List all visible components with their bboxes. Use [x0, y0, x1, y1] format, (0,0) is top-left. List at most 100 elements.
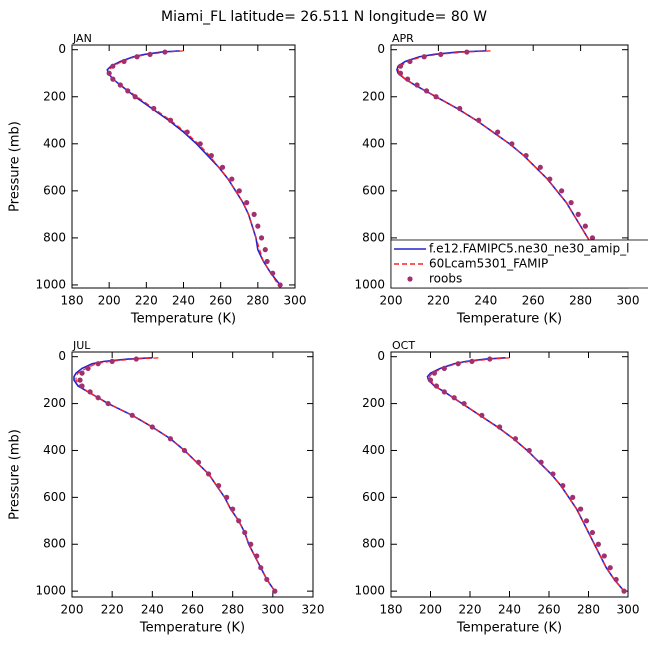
data-point: [397, 63, 404, 69]
data-point: [512, 436, 519, 442]
data-point: [106, 70, 112, 76]
x-tick-label: 240: [172, 294, 195, 308]
y-tick-label: 1000: [35, 584, 66, 598]
data-point: [184, 129, 190, 135]
y-tick-label: 800: [362, 537, 385, 551]
data-point: [167, 436, 174, 442]
x-tick-label: 320: [302, 603, 325, 617]
data-point: [559, 188, 565, 194]
panel-title: OCT: [392, 339, 415, 352]
data-point: [264, 258, 270, 265]
data-point: [272, 588, 278, 594]
x-tick-label: 300: [261, 603, 284, 617]
data-point: [77, 377, 83, 383]
x-tick-label: 200: [380, 294, 403, 308]
y-tick-label: 600: [43, 183, 66, 197]
data-point: [397, 70, 404, 76]
data-point: [404, 76, 411, 82]
page-title: Miami_FL latitude= 26.511 N longitude= 8…: [161, 9, 487, 25]
x-tick-label: 200: [419, 603, 442, 617]
data-point: [262, 247, 268, 253]
data-point: [236, 518, 242, 524]
legend-box: [390, 239, 648, 289]
data-point: [421, 54, 427, 60]
data-point: [407, 58, 413, 65]
x-tick-label: 240: [141, 603, 164, 617]
data-point: [270, 270, 276, 276]
panel-title: JAN: [72, 32, 92, 45]
data-point: [117, 82, 123, 88]
y-tick-label: 200: [43, 89, 66, 103]
plot-area: [106, 49, 283, 288]
data-point: [464, 49, 470, 55]
panel-title: APR: [392, 32, 414, 45]
data-point: [583, 518, 590, 524]
data-point: [229, 176, 235, 182]
y-axis-label: Pressure (mb): [8, 121, 23, 212]
data-point: [147, 51, 153, 58]
y-tick-label: 800: [43, 537, 66, 551]
data-point: [538, 459, 544, 465]
x-tick-label: 280: [246, 294, 269, 308]
x-tick-label: 260: [181, 603, 204, 617]
y-tick-label: 200: [362, 396, 385, 410]
data-point: [195, 459, 202, 465]
data-point: [607, 565, 613, 571]
y-axis-label: Pressure (mb): [8, 429, 23, 520]
y-tick-label: 400: [362, 136, 385, 150]
data-point: [441, 365, 447, 372]
data-point: [79, 370, 85, 376]
data-line: [397, 50, 617, 286]
y-tick-label: 400: [43, 443, 66, 457]
y-tick-label: 200: [43, 396, 66, 410]
data-point: [264, 576, 270, 583]
data-point: [277, 282, 283, 288]
x-tick-label: 220: [101, 603, 124, 617]
data-point: [132, 94, 138, 100]
data-point: [487, 356, 493, 362]
data-point: [438, 51, 444, 58]
legend-label: roobs: [429, 272, 462, 286]
data-point: [441, 389, 447, 395]
data-point: [244, 200, 250, 206]
data-point: [423, 88, 430, 94]
data-point: [95, 395, 101, 401]
data-point: [451, 395, 457, 401]
data-point: [219, 164, 226, 170]
x-tick-label: 280: [221, 603, 244, 617]
data-point: [461, 400, 467, 407]
x-axis-label: Temperature (K): [456, 312, 562, 327]
data-point: [248, 541, 254, 547]
y-tick-label: 400: [43, 136, 66, 150]
data-point: [427, 377, 434, 383]
data-line: [106, 50, 281, 286]
y-tick-label: 0: [58, 42, 66, 56]
x-tick-label: 260: [538, 603, 561, 617]
y-tick-label: 600: [362, 490, 385, 504]
data-point: [79, 383, 85, 389]
y-tick-label: 0: [377, 349, 385, 363]
x-tick-label: 300: [617, 294, 640, 308]
data-point: [255, 223, 261, 229]
data-point: [575, 211, 581, 217]
data-point: [87, 389, 93, 395]
data-point: [105, 400, 111, 407]
data-point: [509, 141, 515, 147]
data-point: [433, 383, 440, 389]
x-tick-label: 180: [380, 603, 403, 617]
plot-area: [426, 356, 627, 594]
data-point: [85, 365, 91, 372]
data-point: [95, 361, 101, 367]
data-point: [230, 506, 236, 512]
y-tick-label: 1000: [354, 584, 385, 598]
data-point: [469, 358, 475, 364]
y-tick-label: 800: [362, 230, 385, 244]
y-tick-label: 1000: [35, 277, 66, 291]
data-point: [110, 63, 116, 69]
x-axis-label: Temperature (K): [456, 621, 562, 636]
data-point: [550, 471, 556, 477]
x-tick-label: 200: [98, 294, 121, 308]
data-point: [547, 176, 553, 182]
legend-label: f.e12.FAMIPC5.ne30_ne30_amip_l: [429, 242, 629, 256]
data-point: [433, 94, 439, 100]
